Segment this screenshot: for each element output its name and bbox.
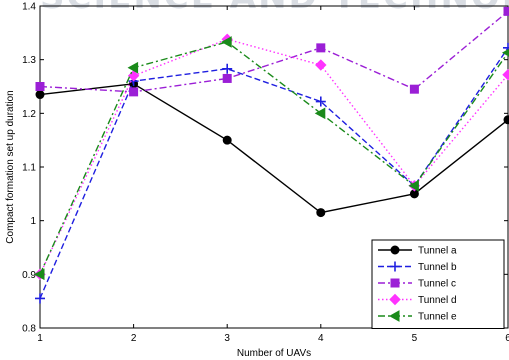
- data-point: [315, 96, 326, 107]
- x-tick-label: 1: [37, 333, 43, 344]
- legend-marker: [388, 310, 400, 322]
- y-tick-label: 0.8: [22, 324, 36, 335]
- series-group: [33, 6, 509, 304]
- series-tunnel-e: [33, 36, 509, 281]
- legend-marker: [390, 261, 400, 272]
- x-tick-label: 5: [412, 333, 418, 344]
- x-axis-label: Number of UAVs: [237, 348, 311, 359]
- data-point: [503, 115, 509, 125]
- data-point: [35, 82, 45, 91]
- data-point: [408, 179, 419, 192]
- data-point: [501, 48, 509, 57]
- series-line: [39, 41, 509, 275]
- legend-marker: [390, 245, 400, 255]
- x-tick-label: 3: [224, 333, 230, 344]
- data-point: [222, 73, 232, 83]
- legend-label: Tunnel d: [418, 295, 457, 306]
- legend-item: Tunnel d: [378, 293, 457, 306]
- data-point: [222, 63, 233, 74]
- y-axis-label: Compact formation set up duration: [5, 90, 16, 243]
- data-point: [409, 84, 419, 94]
- series-tunnel-a: [35, 79, 509, 218]
- x-tick-label: 2: [131, 333, 137, 344]
- legend: Tunnel a Tunnel b Tunnel c Tunnel d Tunnel e: [371, 239, 505, 329]
- series-tunnel-c: [35, 6, 509, 97]
- y-tick-label: 1.2: [22, 109, 36, 120]
- data-point: [127, 61, 139, 74]
- series-line: [39, 47, 509, 299]
- y-tick-label: 1.3: [22, 55, 36, 66]
- series-line: [39, 10, 509, 93]
- data-point: [33, 268, 45, 281]
- legend-item: Tunnel e: [378, 310, 457, 323]
- data-point: [222, 135, 232, 145]
- data-point: [35, 293, 45, 304]
- series-line: [39, 38, 509, 275]
- legend-marker: [389, 293, 401, 306]
- legend-label: Tunnel a: [418, 246, 457, 257]
- y-tick-label: 1.4: [22, 2, 36, 13]
- data-point: [316, 208, 326, 218]
- data-point: [35, 90, 45, 100]
- data-point: [315, 59, 327, 71]
- legend-item: Tunnel b: [378, 261, 457, 273]
- data-point: [502, 68, 509, 81]
- data-point: [503, 6, 509, 16]
- data-point: [129, 87, 139, 97]
- y-tick-label: 1.1: [22, 163, 36, 174]
- legend-marker: [390, 278, 400, 288]
- legend-item: Tunnel c: [378, 278, 456, 290]
- data-point: [316, 43, 326, 53]
- y-tick-label: 1: [30, 216, 36, 227]
- data-point: [314, 107, 326, 120]
- legend-item: Tunnel a: [378, 245, 457, 257]
- y-tick-label: 0.9: [22, 270, 36, 281]
- x-tick-label: 6: [505, 333, 509, 344]
- x-tick-label: 4: [318, 333, 324, 344]
- data-point: [221, 36, 232, 48]
- legend-label: Tunnel b: [418, 262, 457, 273]
- watermark-text: SCIENCE AND TECHNOLOGY: [40, 0, 509, 17]
- legend-label: Tunnel c: [418, 279, 456, 290]
- legend-label: Tunnel e: [418, 312, 457, 323]
- series-line: [39, 83, 509, 214]
